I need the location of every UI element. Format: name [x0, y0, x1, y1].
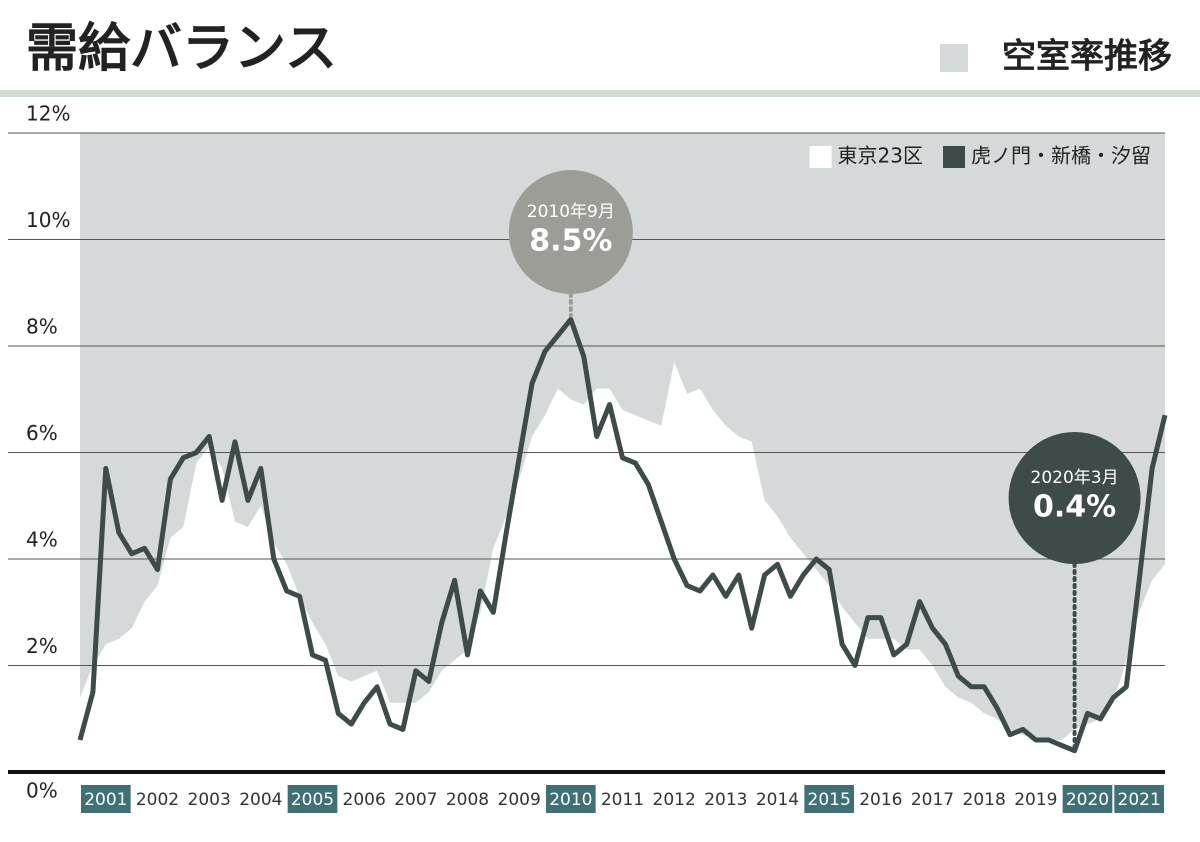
y-tick-label: 10% [26, 208, 70, 232]
x-tick-label: 2012 [653, 790, 696, 810]
line [77, 316, 1168, 754]
area [80, 362, 1165, 772]
x-tick-label: 2008 [446, 790, 489, 810]
legend-label: 虎ノ門・新橋・汐留 [971, 144, 1151, 168]
x-tick-label: 2019 [1014, 790, 1057, 810]
annotation-date: 2010年9月 [527, 202, 615, 222]
x-tick-highlight [1062, 785, 1113, 813]
x-tick-label: 2021 [1118, 790, 1161, 810]
y-tick-label: 0% [26, 779, 58, 803]
x-tick-highlight [81, 785, 131, 813]
y-tick-label: 4% [26, 528, 58, 552]
y-tick-label: 12% [26, 102, 70, 126]
annotation-label: 0.4% [1033, 490, 1116, 525]
legend-swatch [809, 146, 832, 168]
annotation-bubble [1008, 432, 1141, 564]
x-tick-label: 2006 [343, 790, 386, 810]
x-tick-highlight [804, 785, 854, 813]
y-tick-label: 8% [26, 315, 58, 339]
x-tick-label: 2009 [498, 790, 541, 810]
x-tick-label: 2020 [1066, 790, 1109, 810]
x-tick-label: 2014 [756, 790, 799, 810]
annotation-label: 8.5% [529, 224, 612, 259]
x-tick-label: 2001 [84, 790, 127, 810]
annotation-bubble [508, 170, 633, 294]
x-tick-label: 2010 [549, 790, 592, 810]
x-tick-highlight [287, 785, 338, 813]
x-tick-label: 2004 [239, 790, 282, 810]
annotation-date: 2020年3月 [1031, 468, 1119, 488]
x-tick-label: 2003 [188, 790, 231, 810]
x-tick-label: 2007 [394, 790, 437, 810]
header-rule [0, 90, 1200, 97]
x-tick-label: 2017 [911, 790, 954, 810]
legend-swatch [943, 146, 965, 168]
x-tick-highlight [546, 785, 596, 813]
x-tick-highlight [1114, 785, 1164, 813]
chart-subtitle: 空室率推移 [1002, 37, 1172, 77]
x-tick-label: 2005 [291, 790, 334, 810]
x-tick-label: 2018 [963, 790, 1006, 810]
y-tick-label: 2% [26, 634, 58, 658]
x-tick-label: 2016 [859, 790, 902, 810]
subtitle-swatch [940, 44, 968, 72]
x-tick-label: 2013 [704, 790, 747, 810]
x-tick-label: 2002 [136, 790, 179, 810]
y-tick-label: 6% [26, 421, 58, 445]
legend-label: 東京23区 [838, 144, 923, 168]
chart-title: 需給バランス [26, 19, 337, 79]
x-tick-label: 2015 [808, 790, 851, 810]
x-tick-label: 2011 [601, 790, 644, 810]
